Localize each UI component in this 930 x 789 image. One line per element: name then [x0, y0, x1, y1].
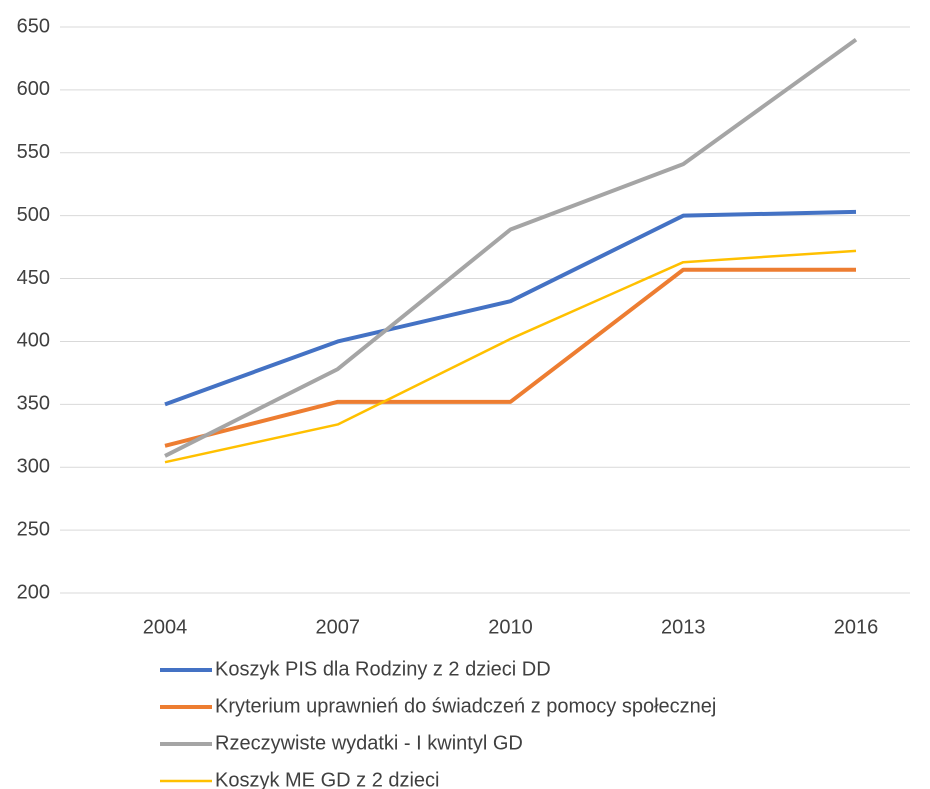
x-tick-label: 2016	[834, 616, 879, 638]
y-tick-label: 200	[17, 581, 50, 603]
y-tick-label: 550	[17, 141, 50, 163]
x-tick-label: 2004	[143, 616, 188, 638]
legend-label: Koszyk PIS dla Rodziny z 2 dzieci DD	[215, 658, 551, 680]
series-line	[164, 209, 857, 407]
x-tick-label: 2013	[661, 616, 706, 638]
y-tick-label: 250	[17, 518, 50, 540]
legend-label: Kryterium uprawnień do świadczeń z pomoc…	[215, 695, 716, 717]
x-tick-label: 2007	[316, 616, 361, 638]
legend-label: Koszyk ME GD z 2 dzieci	[215, 769, 440, 789]
series-line	[164, 267, 856, 448]
y-tick-label: 450	[17, 267, 50, 289]
y-tick-label: 500	[17, 204, 50, 226]
y-tick-label: 600	[17, 78, 50, 100]
series-line	[164, 249, 857, 464]
legend-label: Rzeczywiste wydatki - I kwintyl GD	[215, 732, 523, 754]
y-tick-label: 300	[17, 456, 50, 478]
series-line	[164, 37, 858, 458]
x-tick-label: 2010	[488, 616, 533, 638]
y-tick-label: 650	[17, 15, 50, 37]
y-tick-label: 350	[17, 393, 50, 415]
y-tick-label: 400	[17, 330, 50, 352]
